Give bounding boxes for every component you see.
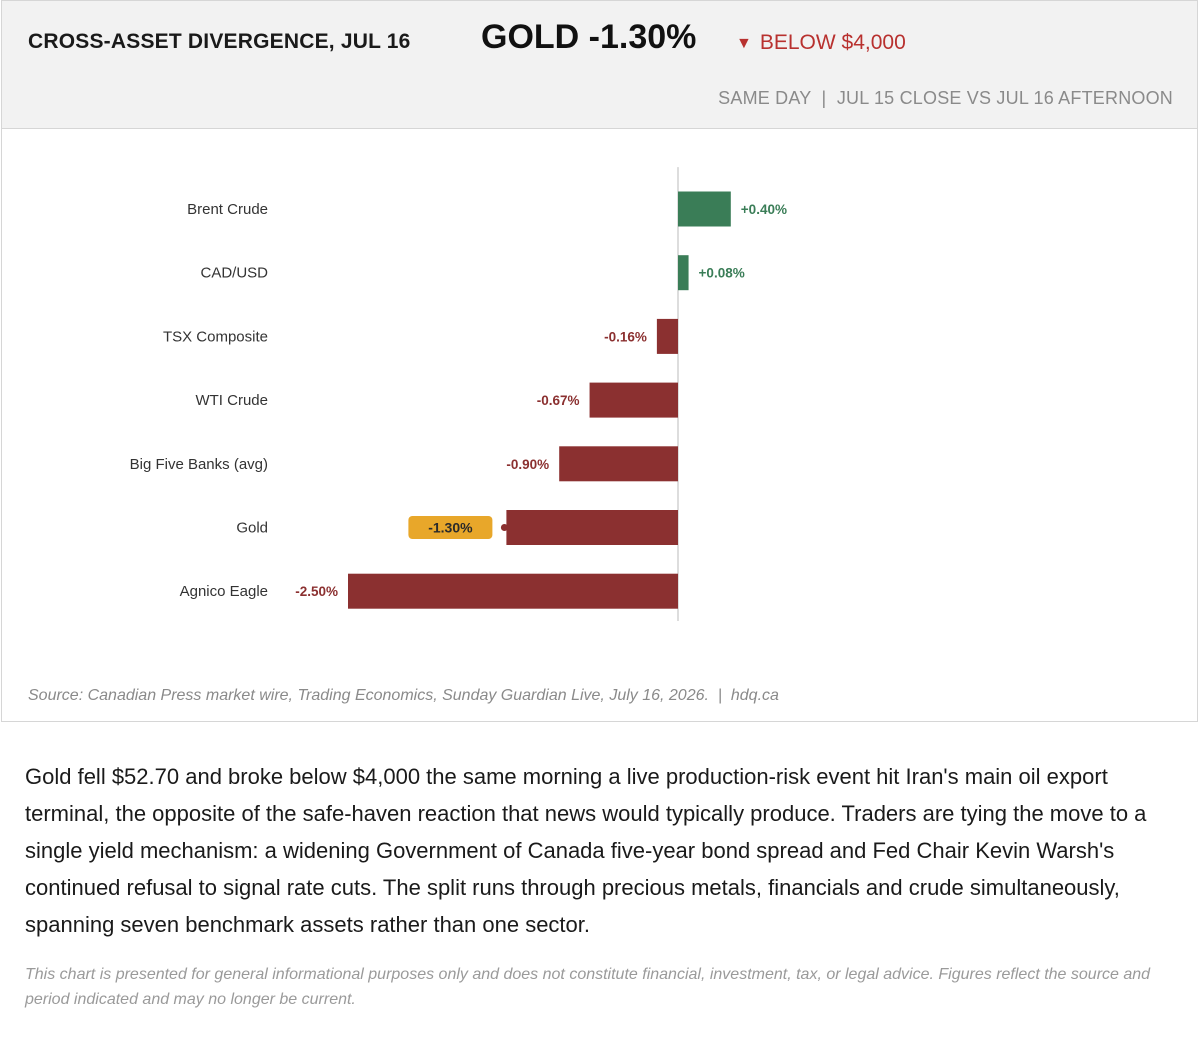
category-label-tsx-composite: TSX Composite	[163, 328, 268, 345]
category-label-brent-crude: Brent Crude	[187, 201, 268, 218]
bar-tsx-composite	[656, 318, 678, 354]
bar-chart-svg: Brent Crude +0.40% CAD/USD +0.08% TSX Compos…	[130, 167, 787, 622]
bar-cad-usd	[678, 255, 689, 291]
bar-brent-crude	[678, 191, 731, 227]
category-label-gold: Gold	[236, 520, 268, 537]
chart-header: CROSS-ASSET DIVERGENCE, JUL 16 GOLD -1.3…	[2, 1, 1197, 129]
chart-kicker: CROSS-ASSET DIVERGENCE, JUL 16	[28, 30, 411, 53]
data-label-agnico-eagle: -2.50%	[295, 584, 338, 599]
highlight-marker-dot	[500, 524, 508, 531]
headline-figure: GOLD -1.30%	[481, 18, 697, 56]
bar-wti-crude	[589, 382, 678, 418]
category-label-agnico-eagle: Agnico Eagle	[180, 583, 268, 600]
data-label-gold: -1.30%	[428, 520, 473, 536]
category-label-cad-usd: CAD/USD	[200, 265, 268, 282]
data-label-tsx-composite: -0.16%	[604, 329, 647, 344]
bar-agnico-eagle	[348, 573, 678, 609]
chart-card: CROSS-ASSET DIVERGENCE, JUL 16 GOLD -1.3…	[1, 0, 1198, 722]
data-label-brent-crude: +0.40%	[741, 202, 787, 217]
category-label-wti-crude: WTI Crude	[195, 392, 268, 409]
highlight-pill	[408, 516, 493, 539]
data-label-cad-usd: +0.08%	[699, 266, 745, 281]
alert-text: BELOW $4,000	[759, 31, 906, 54]
data-label-big-five-banks-avg: -0.90%	[506, 457, 549, 472]
down-triangle-icon: ▼	[736, 35, 752, 52]
source-note: Source: Canadian Press market wire, Trad…	[28, 687, 779, 704]
bar-big-five-banks-avg	[559, 446, 678, 482]
chart-subtitle: SAME DAY | JUL 15 CLOSE VS JUL 16 AFTERN…	[718, 88, 1173, 108]
bar-chart: Brent Crude +0.40% CAD/USD +0.08% TSX Compos…	[2, 129, 1197, 669]
category-label-big-five-banks-avg: Big Five Banks (avg)	[130, 456, 268, 473]
disclaimer-note: This chart is presented for general info…	[25, 966, 1151, 1008]
alert-badge: ▼ BELOW $4,000	[736, 31, 906, 55]
bar-gold	[506, 510, 678, 545]
article-paragraph: Gold fell $52.70 and broke below $4,000 …	[25, 764, 1147, 937]
data-label-wti-crude: -0.67%	[537, 393, 580, 408]
